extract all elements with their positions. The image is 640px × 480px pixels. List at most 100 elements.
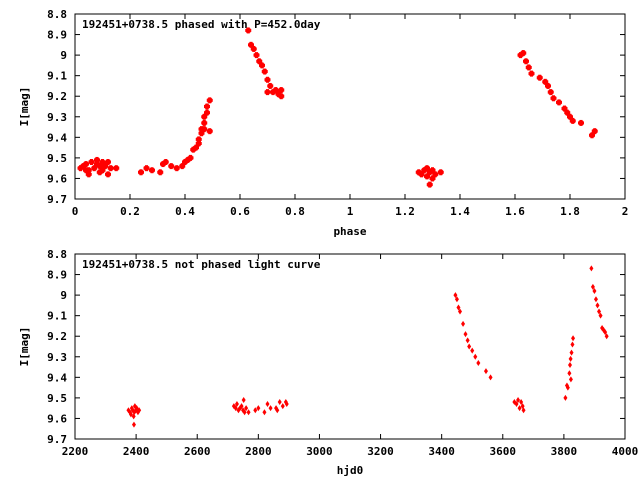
data-point: [521, 407, 526, 414]
data-point: [268, 405, 273, 412]
data-point: [278, 87, 285, 94]
data-point: [234, 401, 239, 408]
data-point: [432, 171, 439, 178]
data-point: [259, 62, 265, 69]
data-point: [550, 95, 557, 102]
data-point: [458, 308, 462, 315]
data-point: [244, 405, 249, 412]
data-point: [162, 159, 169, 165]
data-point: [421, 167, 428, 174]
data-point: [264, 89, 271, 96]
data-point: [565, 384, 570, 391]
data-point: [603, 329, 608, 336]
data-point: [105, 159, 111, 165]
data-point: [604, 333, 609, 340]
data-point: [437, 169, 444, 176]
data-point: [105, 171, 111, 178]
data-point: [201, 126, 208, 133]
data-point: [201, 119, 208, 126]
data-point: [195, 140, 202, 147]
data-point: [149, 167, 155, 174]
data-point: [83, 167, 89, 174]
x-tick-label: 1.6: [505, 205, 525, 218]
data-point: [488, 374, 493, 381]
data-point: [463, 331, 468, 338]
y-tick-label: 9.5: [47, 152, 67, 165]
data-point: [168, 163, 175, 170]
y-tick-label: 9.4: [47, 131, 67, 144]
data-point: [94, 156, 100, 163]
data-point: [256, 58, 263, 65]
plot-title: 192451+0738.5 not phased light curve: [82, 258, 321, 271]
data-point: [545, 82, 551, 89]
x-tick-label: 0.2: [120, 205, 140, 218]
data-point: [206, 97, 213, 104]
data-point: [429, 175, 436, 182]
data-point: [107, 165, 114, 172]
data-point: [569, 349, 574, 356]
data-point: [542, 78, 549, 85]
plot-frame: [74, 253, 626, 440]
data-point: [597, 308, 602, 315]
data-point: [277, 399, 282, 405]
data-point: [567, 113, 573, 120]
data-point: [461, 320, 466, 327]
data-point: [589, 265, 594, 272]
x-tick-label: 1.4: [450, 205, 470, 218]
data-point: [456, 304, 461, 311]
y-tick-label: 9.3: [47, 351, 67, 364]
data-point: [525, 64, 532, 71]
y-tick-label: 9.6: [47, 172, 67, 185]
data-point: [426, 169, 433, 176]
data-point: [241, 396, 246, 403]
data-point: [590, 283, 595, 290]
y-tick-label: 9.3: [47, 111, 67, 124]
y-tick-label: 9: [60, 49, 67, 62]
x-tick-label: 2800: [245, 445, 272, 458]
x-tick-label: 1.8: [560, 205, 580, 218]
data-point: [483, 368, 488, 375]
plot-title: 192451+0738.5 phased with P=452.0day: [82, 18, 321, 31]
y-tick-label: 8.9: [47, 269, 67, 282]
data-point: [96, 169, 103, 176]
data-point: [547, 89, 554, 96]
data-point: [578, 119, 584, 126]
data-point: [563, 394, 568, 401]
data-point: [138, 169, 144, 176]
data-point: [571, 335, 576, 342]
data-point: [467, 343, 472, 350]
x-tick-label: 2200: [62, 445, 89, 458]
data-point: [253, 52, 260, 59]
data-point: [569, 117, 576, 124]
data-point: [272, 87, 279, 94]
y-tick-label: 9: [60, 289, 67, 302]
data-point: [595, 302, 600, 309]
data-point: [113, 165, 120, 172]
x-tick-label: 0: [72, 205, 79, 218]
data-point: [429, 167, 436, 174]
data-point: [187, 154, 194, 161]
data-point: [250, 45, 257, 52]
data-point: [424, 173, 430, 180]
data-point: [568, 355, 573, 362]
data-point: [284, 401, 289, 408]
data-point: [570, 341, 575, 348]
data-point: [280, 403, 285, 410]
data-point: [561, 105, 568, 112]
data-point: [83, 161, 89, 168]
data-point: [598, 312, 603, 319]
data-point: [99, 159, 106, 165]
x-tick-label: 3400: [428, 445, 455, 458]
phased-light-curve-plot: 0 0.2 0.4 0.6 0.8 1 1.2 1.4 1.6 1.8 2 8.8 8.9 9 9.1 9.2…: [18, 8, 628, 238]
x-tick-label: 2600: [184, 445, 211, 458]
data-point: [80, 163, 87, 170]
data-point: [424, 165, 430, 172]
y-tick-label: 9.2: [47, 90, 67, 103]
data-point: [517, 52, 524, 59]
data-point: [143, 165, 150, 172]
data-point: [157, 169, 164, 176]
x-tick-label: 1: [347, 205, 354, 218]
data-point: [182, 159, 188, 165]
x-tick-label: 4000: [612, 445, 639, 458]
